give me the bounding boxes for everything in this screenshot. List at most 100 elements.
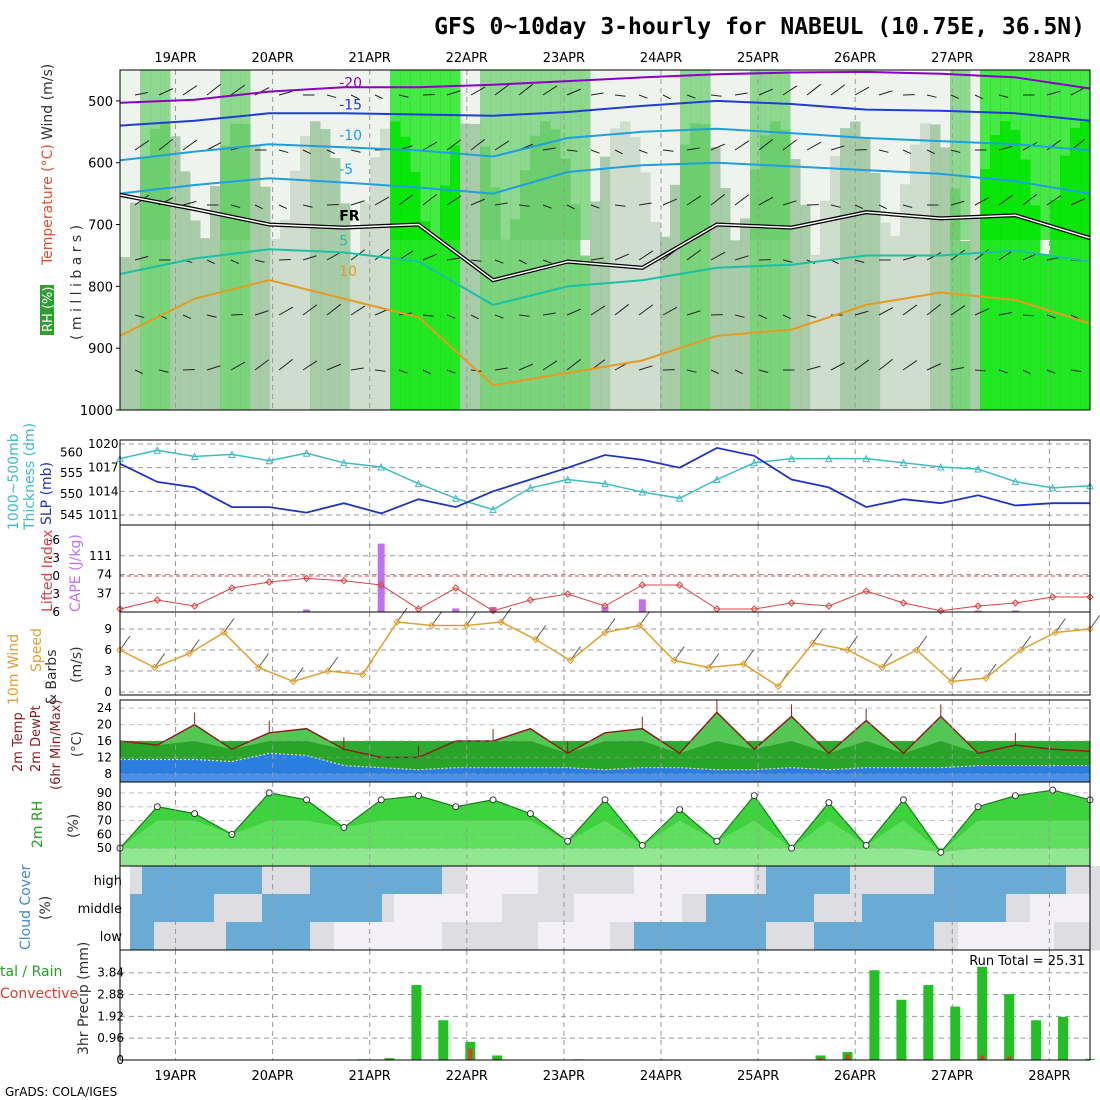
cloud-cell <box>1078 894 1091 923</box>
cloud-cell <box>466 866 479 895</box>
cloud-cell <box>1054 894 1067 923</box>
surface-wind-barb <box>569 646 581 661</box>
wind-barb <box>494 140 510 151</box>
li-point <box>302 574 311 583</box>
cloud-cell <box>358 922 371 951</box>
rh-shading <box>1060 155 1071 410</box>
li-point <box>190 602 199 610</box>
precip-tick-label: 3.84 <box>97 966 124 980</box>
wind-barb <box>206 83 222 96</box>
rh-shading <box>610 128 621 411</box>
rh-shading <box>140 70 151 240</box>
rh-shading <box>1020 70 1031 240</box>
rh-shading <box>880 222 891 410</box>
dewpt-band <box>120 773 1090 782</box>
wind-point <box>324 667 332 675</box>
thickness-point <box>750 458 759 467</box>
wind-barb <box>1046 314 1056 319</box>
rh-shading <box>140 157 151 410</box>
cloud-cell <box>274 922 287 951</box>
cloud-cell <box>790 922 803 951</box>
credit-label: GrADS: COLA/IGES <box>5 1085 117 1099</box>
wind-point <box>1017 646 1025 654</box>
temp-tick-label: 20 <box>97 718 112 732</box>
cloud-cell <box>526 922 539 951</box>
temp2m-unit: (°C) <box>70 731 85 757</box>
run-total-label: Run Total = 25.31 <box>969 954 1085 969</box>
cloud-cell <box>586 894 599 923</box>
cloud-cell <box>850 866 863 895</box>
cloud-cell <box>982 894 995 923</box>
isotherm-10 <box>119 279 1091 387</box>
cape-bar <box>638 599 646 612</box>
cloud-cell <box>898 866 911 895</box>
cloud-unit: (%) <box>38 896 54 920</box>
wind-barb <box>830 204 841 208</box>
cloud-cell <box>946 894 959 923</box>
cloud-cell <box>970 894 983 923</box>
cloud-cell <box>886 894 899 923</box>
wind-barb <box>278 90 293 96</box>
rh-shading <box>420 70 431 240</box>
surface-wind-barb <box>847 635 858 651</box>
wind-barb <box>254 259 265 263</box>
wind-barb <box>254 359 270 371</box>
rh-shading <box>770 70 781 240</box>
li-tick-label: -6 <box>48 533 60 547</box>
wind-barb <box>614 204 626 207</box>
wind-speed-line <box>119 621 1091 688</box>
wind-barb <box>1046 90 1061 96</box>
wind-tick-label: 6 <box>104 643 112 657</box>
rh-shading <box>410 171 421 410</box>
cloud-cell <box>382 866 395 895</box>
cloud-cell <box>214 866 227 895</box>
wind-barb <box>542 147 556 151</box>
wind-barb <box>134 255 149 261</box>
wind-barb <box>1022 369 1031 375</box>
wind-point <box>1051 628 1060 637</box>
mb-tick-label: 700 <box>88 219 113 234</box>
cloud-cell <box>1006 922 1019 951</box>
cloud-cell <box>658 866 671 895</box>
wind-barb <box>374 369 386 372</box>
cloud-cell <box>214 894 227 923</box>
rh-shading <box>630 136 641 410</box>
wind-point <box>254 663 263 672</box>
rh-shading <box>280 219 291 410</box>
cloud-cell <box>574 866 587 895</box>
wind-barb <box>326 303 342 316</box>
rh-shading <box>820 200 831 410</box>
wind-barb <box>446 257 460 261</box>
wind-barb <box>806 314 817 319</box>
thickness-tick-label: 545 <box>60 508 83 522</box>
rh-shading <box>390 70 401 240</box>
wind-barb <box>710 193 726 206</box>
li-point <box>862 587 870 595</box>
rh-shading <box>490 187 501 410</box>
cloud-cell <box>406 922 419 951</box>
thickness-tick-label: 560 <box>60 445 83 459</box>
cloud-cell <box>442 922 455 951</box>
precip-conv-bar <box>468 1048 473 1060</box>
cape-bar <box>974 610 982 612</box>
wind-barb <box>374 196 390 206</box>
cloud-cell <box>706 922 719 951</box>
surface-wind-barb <box>500 607 512 623</box>
wind-barb <box>254 204 263 210</box>
temp2m-label-b: 2m DewPt <box>29 705 44 772</box>
wind-barb <box>446 139 462 151</box>
cloud-cell <box>454 922 467 951</box>
wind-barb <box>806 365 821 371</box>
wind-barb <box>278 149 289 154</box>
surface-wind-barb <box>673 646 685 661</box>
cloud-cell <box>322 866 335 895</box>
wind10-label-a: 10m Wind <box>6 634 22 705</box>
cloud-cell <box>466 894 479 923</box>
cloud-cell <box>886 922 899 951</box>
wind-barb <box>422 369 431 375</box>
cloud-cell <box>802 894 815 923</box>
rh-shading <box>150 70 161 240</box>
cloud-cell <box>382 922 395 951</box>
cloud-cell <box>322 894 335 923</box>
li-point <box>414 605 423 613</box>
